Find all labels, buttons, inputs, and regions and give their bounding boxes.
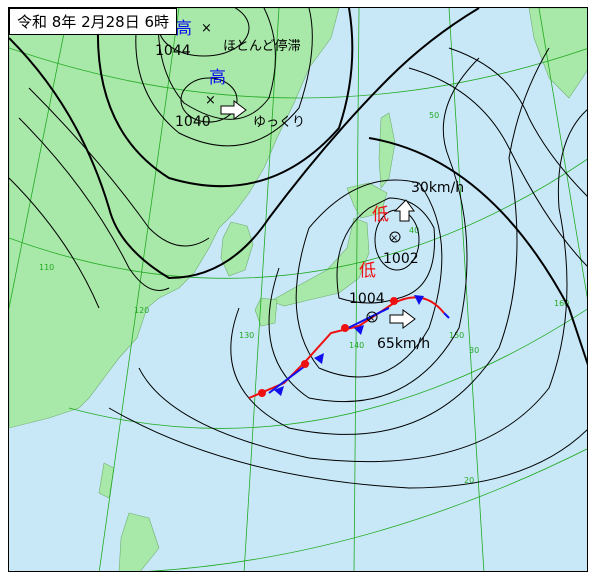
lon-label-150: 150 bbox=[449, 331, 464, 340]
high-note-1: ほとんど停滞 bbox=[223, 38, 301, 54]
lat-label-50: 50 bbox=[429, 111, 439, 120]
high-pressure-2: 1040 bbox=[175, 114, 211, 130]
warm-front-semicircles bbox=[258, 297, 398, 397]
low-center-2-x: × bbox=[367, 313, 375, 324]
sakhalin bbox=[378, 112, 396, 189]
pressure-centers: × 高 1044 ほとんど停滞 × 高 1040 ゆっくり × 低 1002 3… bbox=[155, 19, 464, 352]
low-speed-2: 65km/h bbox=[377, 336, 430, 352]
low-center-1 bbox=[389, 231, 401, 243]
korea bbox=[220, 221, 254, 277]
high-label-2: 高 bbox=[209, 68, 226, 88]
kamchatka bbox=[528, 8, 587, 99]
land bbox=[9, 8, 587, 571]
movement-arrow-high-2 bbox=[220, 100, 247, 120]
low-pressure-2: 1004 bbox=[349, 291, 385, 307]
movement-arrow-low-1 bbox=[393, 199, 415, 222]
cold-front-east bbox=[443, 312, 450, 319]
weather-map: 50 40 30 20 110 120 130 140 150 160 bbox=[8, 7, 588, 572]
high-pressure-1: 1044 bbox=[155, 43, 191, 59]
low-speed-1: 30km/h bbox=[411, 180, 464, 196]
low-center-1-x: × bbox=[390, 233, 398, 244]
lat-label-40: 40 bbox=[409, 226, 419, 235]
high-center-2-x: × bbox=[205, 93, 216, 108]
movement-arrow-low-2 bbox=[389, 309, 416, 329]
high-label-1: 高 bbox=[175, 19, 192, 39]
taiwan bbox=[98, 462, 115, 499]
kyushu bbox=[254, 297, 278, 327]
lat-label-20: 20 bbox=[464, 476, 474, 485]
cold-front-triangles bbox=[274, 295, 424, 396]
lon-label-120: 120 bbox=[134, 306, 149, 315]
high-note-2: ゆっくり bbox=[253, 115, 305, 130]
low-pressure-1: 1002 bbox=[383, 251, 419, 267]
grid-labels: 50 40 30 20 110 120 130 140 150 160 bbox=[39, 111, 569, 485]
weather-chart-svg: 50 40 30 20 110 120 130 140 150 160 bbox=[9, 8, 587, 571]
lon-label-130: 130 bbox=[239, 331, 254, 340]
high-center-1-x: × bbox=[201, 21, 212, 36]
lon-label-110: 110 bbox=[39, 263, 54, 272]
lon-label-160: 160 bbox=[554, 299, 569, 308]
philippines bbox=[118, 512, 160, 571]
low-label-1: 低 bbox=[372, 205, 389, 225]
isobars bbox=[9, 8, 587, 489]
low-center-2 bbox=[366, 311, 378, 323]
map-title: 令和 8年 2月28日 6時 bbox=[9, 8, 178, 35]
asia-continent bbox=[9, 8, 340, 429]
lat-lon-grid bbox=[9, 8, 587, 571]
lon-label-140: 140 bbox=[349, 341, 364, 350]
lat-label-30: 30 bbox=[469, 346, 479, 355]
low-label-2: 低 bbox=[359, 261, 376, 281]
cold-front-segment bbox=[268, 307, 390, 394]
fronts bbox=[248, 295, 450, 399]
